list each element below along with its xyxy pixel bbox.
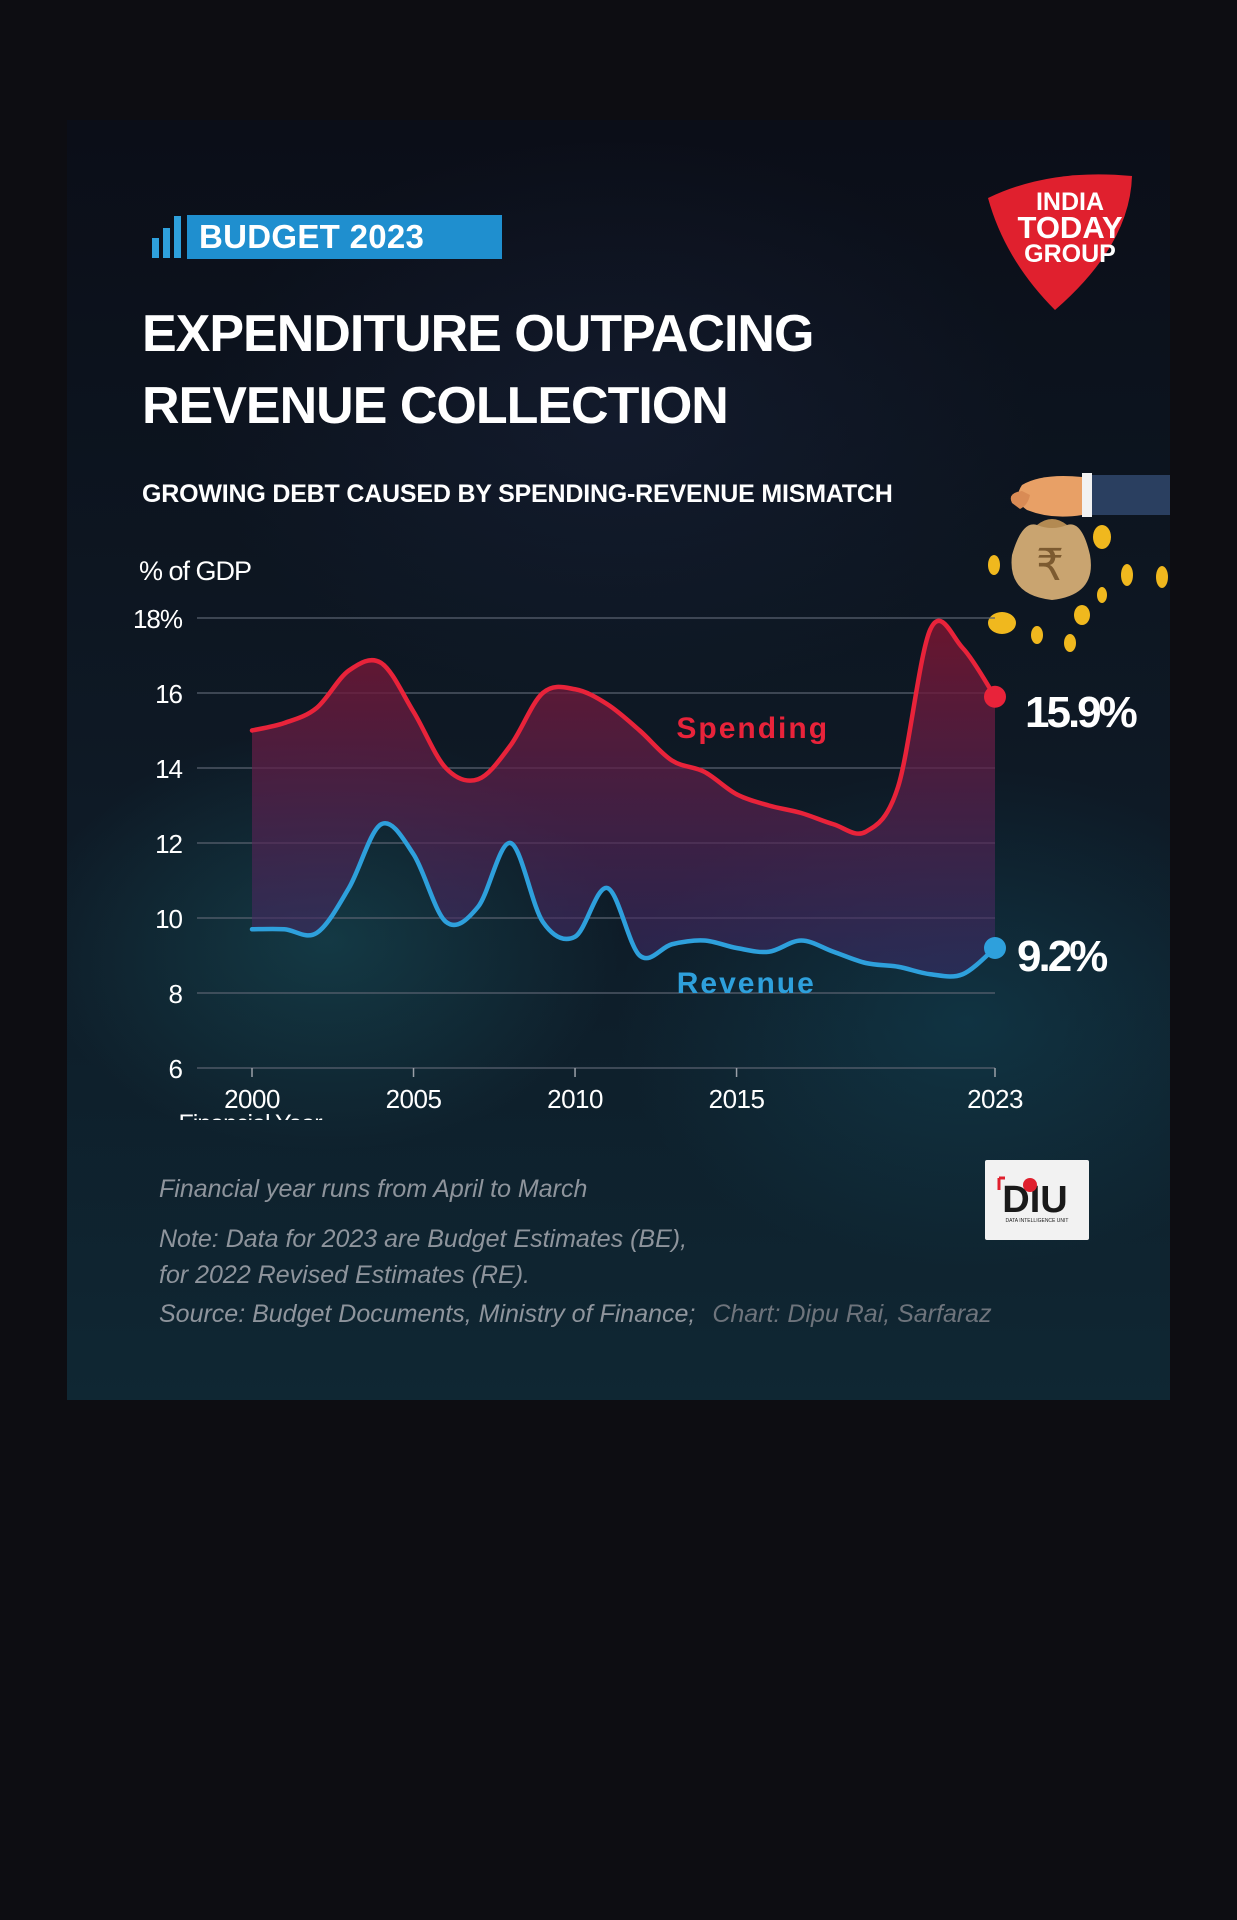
spending-revenue-gap-area bbox=[252, 620, 995, 977]
diu-logo: DIU DATA INTELLIGENCE UNIT bbox=[985, 1160, 1089, 1240]
brand-line-3: GROUP bbox=[1024, 240, 1116, 268]
revenue-end-value: 9.2% bbox=[1017, 932, 1107, 981]
infographic-card: BUDGET 2023 EXPENDITURE OUTPACING REVENU… bbox=[67, 120, 1170, 1400]
y-tick-label: 8 bbox=[169, 979, 183, 1009]
brand-line-2: TODAY bbox=[1017, 210, 1122, 245]
money-bag-hand-icon: ₹ bbox=[988, 473, 1170, 652]
spending-end-point bbox=[984, 685, 1006, 708]
x-tick-label: 2015 bbox=[709, 1084, 765, 1114]
chart-credit: Chart: Dipu Rai, Sarfaraz bbox=[712, 1300, 992, 1328]
revenue-series-label: Revenue bbox=[677, 967, 816, 1000]
x-tick-label: 2005 bbox=[386, 1084, 442, 1114]
spending-end-value: 15.9% bbox=[1025, 688, 1137, 737]
y-tick-label: 14 bbox=[155, 754, 182, 784]
line-chart: % of GDP 18% 16 14 12 10 8 6 2000 2005 2010 2015 2… bbox=[133, 556, 1140, 1120]
y-tick-label: 12 bbox=[155, 829, 182, 859]
revenue-end-point bbox=[984, 937, 1006, 959]
page-title: EXPENDITURE OUTPACING REVENUE COLLECTION bbox=[142, 298, 902, 442]
note-revised: for 2022 Revised Estimates (RE). bbox=[159, 1261, 530, 1289]
source-text: Source: Budget Documents, Ministry of Fi… bbox=[159, 1300, 696, 1328]
budget-badge: BUDGET 2023 bbox=[152, 215, 503, 259]
india-today-group-logo: INDIA TODAY GROUP bbox=[988, 174, 1132, 310]
y-axis-label: % of GDP bbox=[139, 556, 251, 586]
note-source: Source: Budget Documents, Ministry of Fi… bbox=[159, 1300, 992, 1329]
revenue-line bbox=[249, 821, 998, 979]
brand-line-1: INDIA bbox=[1036, 188, 1104, 216]
x-tick-label: 2010 bbox=[547, 1084, 603, 1114]
spending-series-label: Spending bbox=[676, 712, 829, 745]
y-tick-label: 18% bbox=[133, 604, 183, 634]
chart-subtitle: GROWING DEBT CAUSED BY SPENDING-REVENUE … bbox=[142, 480, 893, 508]
spending-line bbox=[249, 618, 998, 836]
budget-badge-label: BUDGET 2023 bbox=[187, 215, 503, 259]
x-tick-label: 2023 bbox=[967, 1084, 1023, 1114]
y-tick-label: 6 bbox=[169, 1054, 183, 1084]
x-axis-label: Financial Year bbox=[178, 1110, 322, 1120]
note-estimates: Note: Data for 2023 are Budget Estimates… bbox=[159, 1225, 688, 1253]
svg-text:₹: ₹ bbox=[1036, 540, 1064, 591]
y-tick-label: 10 bbox=[155, 904, 182, 934]
y-tick-label: 16 bbox=[155, 679, 182, 709]
svg-text:DATA INTELLIGENCE UNIT: DATA INTELLIGENCE UNIT bbox=[1006, 1218, 1069, 1224]
title-line-2: REVENUE COLLECTION bbox=[142, 377, 729, 435]
bar-chart-icon bbox=[152, 216, 181, 258]
note-fy: Financial year runs from April to March bbox=[159, 1175, 588, 1203]
x-tick-label: 2000 bbox=[224, 1084, 280, 1114]
title-line-1: EXPENDITURE OUTPACING bbox=[142, 305, 814, 363]
